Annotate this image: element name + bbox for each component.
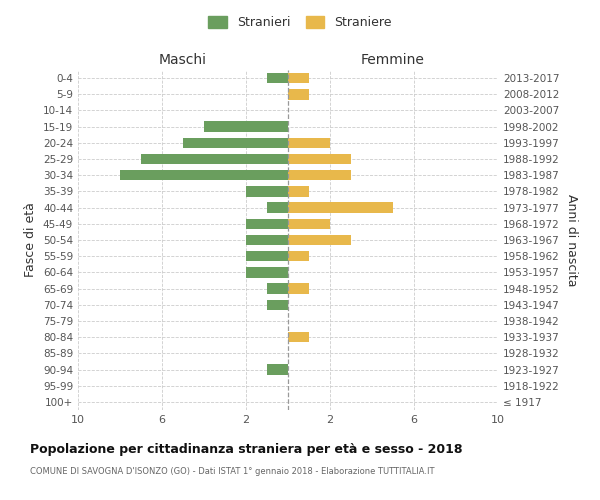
- Bar: [267, 73, 288, 84]
- Text: Popolazione per cittadinanza straniera per età e sesso - 2018: Popolazione per cittadinanza straniera p…: [30, 442, 463, 456]
- Bar: [246, 234, 288, 246]
- Bar: [288, 170, 351, 180]
- Y-axis label: Anni di nascita: Anni di nascita: [565, 194, 578, 286]
- Bar: [120, 170, 288, 180]
- Text: Femmine: Femmine: [361, 53, 425, 67]
- Legend: Stranieri, Straniere: Stranieri, Straniere: [203, 11, 397, 34]
- Bar: [267, 202, 288, 213]
- Bar: [288, 73, 309, 84]
- Bar: [288, 284, 309, 294]
- Bar: [183, 138, 288, 148]
- Bar: [288, 138, 330, 148]
- Bar: [246, 218, 288, 229]
- Y-axis label: Fasce di età: Fasce di età: [25, 202, 37, 278]
- Text: COMUNE DI SAVOGNA D'ISONZO (GO) - Dati ISTAT 1° gennaio 2018 - Elaborazione TUTT: COMUNE DI SAVOGNA D'ISONZO (GO) - Dati I…: [30, 468, 434, 476]
- Bar: [267, 300, 288, 310]
- Bar: [246, 251, 288, 262]
- Bar: [267, 284, 288, 294]
- Bar: [288, 202, 393, 213]
- Bar: [267, 364, 288, 375]
- Bar: [204, 122, 288, 132]
- Bar: [288, 218, 330, 229]
- Bar: [288, 154, 351, 164]
- Bar: [288, 89, 309, 100]
- Bar: [246, 186, 288, 196]
- Bar: [288, 332, 309, 342]
- Bar: [246, 267, 288, 278]
- Text: Maschi: Maschi: [159, 53, 207, 67]
- Bar: [288, 251, 309, 262]
- Bar: [141, 154, 288, 164]
- Bar: [288, 186, 309, 196]
- Bar: [288, 234, 351, 246]
